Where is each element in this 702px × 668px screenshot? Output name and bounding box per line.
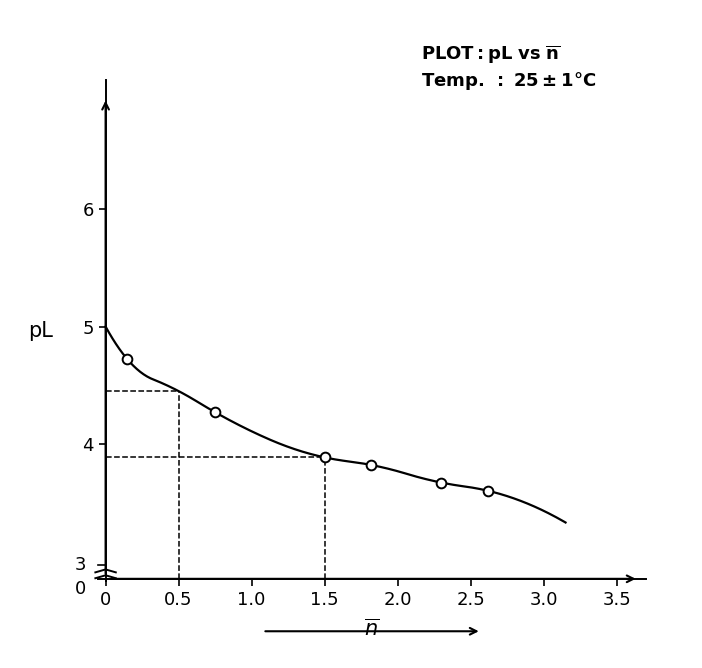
Text: pL: pL	[28, 321, 53, 341]
Text: $\mathbf{Temp.\ :\ 25\pm 1°C}$: $\mathbf{Temp.\ :\ 25\pm 1°C}$	[421, 70, 596, 92]
Text: $\mathbf{PLOT : pL\ vs\ \overline{n}}$: $\mathbf{PLOT : pL\ vs\ \overline{n}}$	[421, 43, 561, 66]
Text: $\overline{n}$: $\overline{n}$	[364, 619, 380, 640]
Text: 0: 0	[75, 580, 86, 598]
Text: 3: 3	[75, 556, 86, 574]
